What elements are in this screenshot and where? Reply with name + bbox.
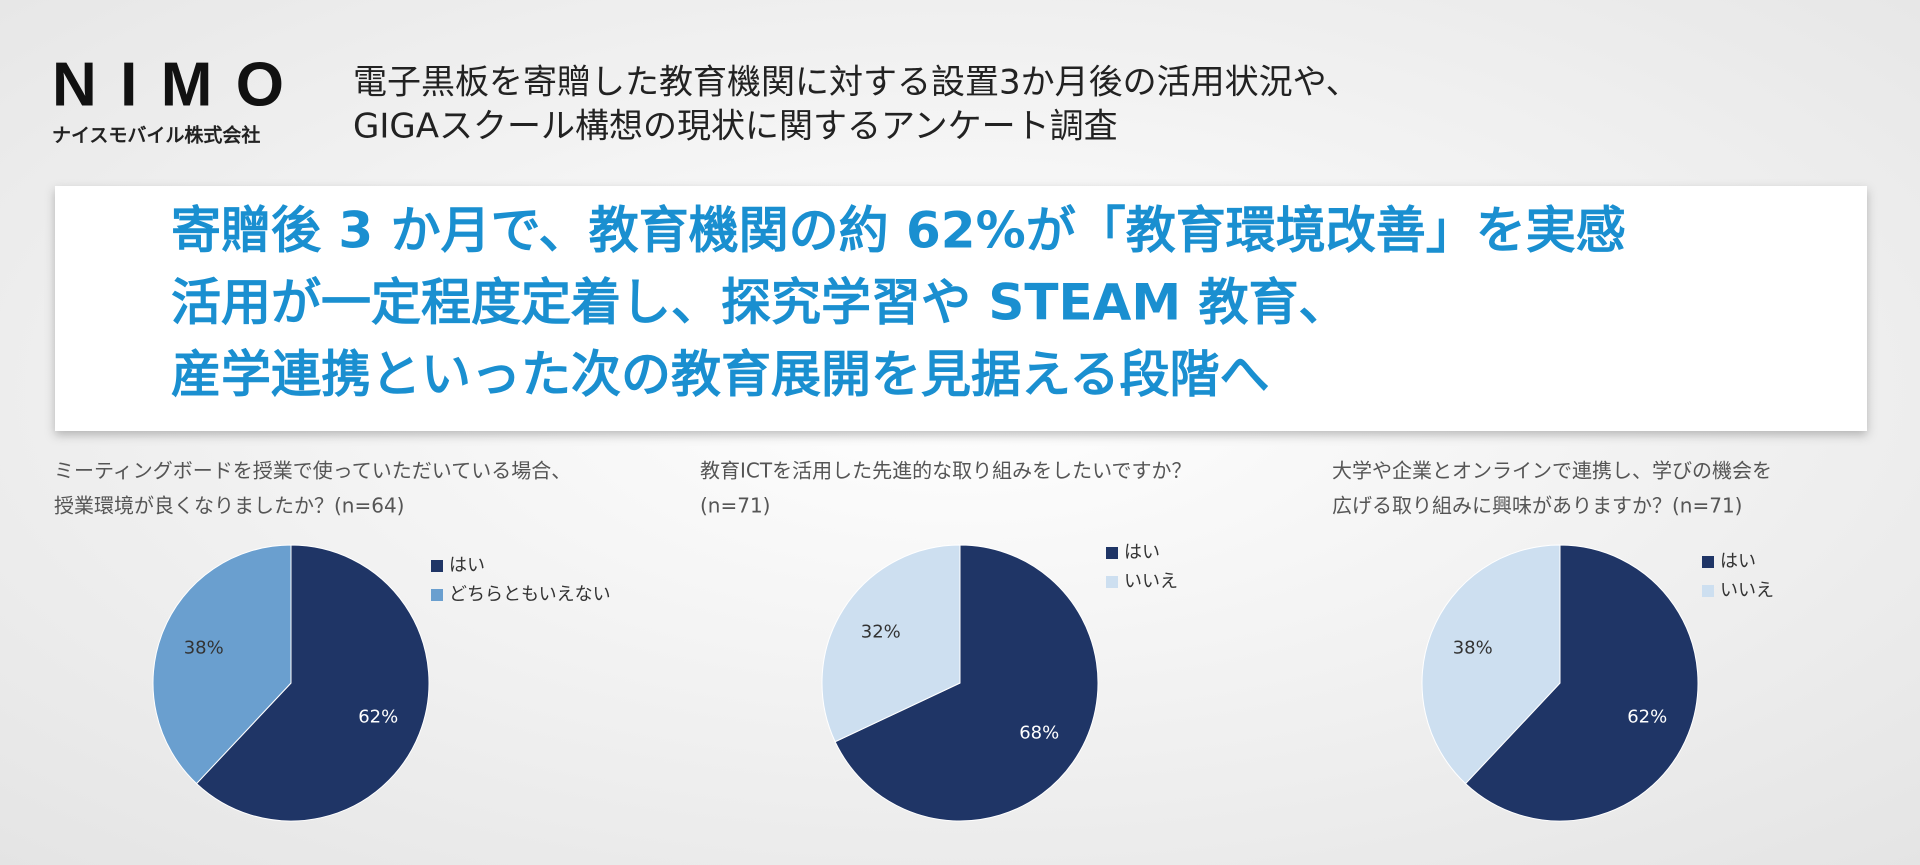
pie-slice <box>1421 544 1561 785</box>
page-title: GIGAスクール構想の現状に関するアンケート調査 <box>353 107 1118 147</box>
legend-label: はい <box>1124 542 1160 563</box>
pie-slice <box>1464 544 1699 822</box>
headline-box <box>55 186 1867 431</box>
data-label: 62% <box>358 707 398 728</box>
chart-title: 大学や企業とオンラインで連携し、学びの機会を <box>1332 459 1772 483</box>
chart-title: (n=71) <box>700 494 771 518</box>
company-name: ナイスモバイル株式会社 <box>52 124 260 147</box>
legend-label: はい <box>449 555 485 576</box>
headline: 産学連携といった次の教育展開を見据える段階へ <box>171 346 1270 404</box>
data-label: 68% <box>1019 722 1059 743</box>
legend-swatch <box>431 560 443 572</box>
legend-label: いいえ <box>1124 571 1178 592</box>
data-label: 32% <box>861 622 901 643</box>
legend-swatch <box>1106 547 1118 559</box>
pie-slice <box>195 544 430 822</box>
pie-slice <box>834 544 1099 822</box>
legend-label: どちらともいえない <box>449 584 611 605</box>
data-label: 38% <box>1453 637 1493 658</box>
legend-swatch <box>431 589 443 601</box>
chart-title: ミーティングボードを授業で使っていただいている場合、 <box>54 459 571 483</box>
page-title: 電子黒板を寄贈した教育機関に対する設置3か月後の活用状況や、 <box>353 63 1360 103</box>
headline: 活用が一定程度定着し、探究学習や STEAM 教育、 <box>171 274 1349 332</box>
chart-title: 広げる取り組みに興味がありますか？(n=71) <box>1332 494 1743 518</box>
chart-title: 授業環境が良くなりましたか？(n=64) <box>54 494 405 518</box>
legend-label: はい <box>1720 551 1756 572</box>
headline: 寄贈後 3 か月で、教育機関の約 62%が「教育環境改善」を実感 <box>171 202 1626 260</box>
chart-title: 教育ICTを活用した先進的な取り組みをしたいですか？ <box>700 459 1191 483</box>
legend-swatch <box>1702 585 1714 597</box>
legend-swatch <box>1106 576 1118 588</box>
legend-swatch <box>1702 556 1714 568</box>
data-label: 62% <box>1627 707 1667 728</box>
data-label: 38% <box>184 637 224 658</box>
pie-slice <box>821 544 961 743</box>
legend-label: いいえ <box>1720 580 1774 601</box>
pie-slice <box>152 544 292 785</box>
logo: NIMO <box>52 50 284 119</box>
